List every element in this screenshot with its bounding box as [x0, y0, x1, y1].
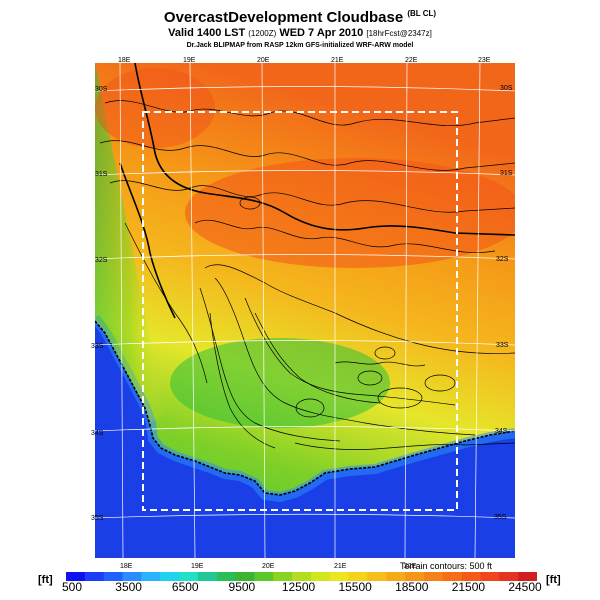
colorbar-swatch [442, 572, 463, 581]
lat-label-left-32s: 32S [95, 257, 108, 264]
lat-label-right-34s: 34S [495, 428, 508, 435]
colorbar-swatch [310, 572, 331, 581]
colorbar-swatch [367, 572, 387, 581]
terrain-contour-note: Terrain contours: 500 ft [400, 561, 493, 571]
inner-domain-box [142, 111, 458, 511]
colorbar-swatch [84, 572, 105, 581]
lat-label-left-34s: 34S [91, 430, 104, 437]
colorbar-swatch [122, 572, 142, 581]
colorbar-unit-right: [ft] [546, 574, 561, 586]
lon-label-bottom-21e: 21E [334, 563, 347, 570]
colorbar-label: 21500 [451, 580, 486, 594]
colorbar-label: 6500 [171, 580, 199, 594]
map-title: OvercastDevelopment Cloudbase (BL CL) [163, 9, 437, 26]
colorbar-swatch [329, 572, 350, 581]
colorbar-swatch [405, 572, 425, 581]
lat-lon-grid [95, 63, 515, 558]
lat-label-left-31s: 31S [95, 171, 108, 178]
colorbar-label: 18500 [395, 580, 429, 594]
model-credit: Dr.Jack BLIPMAP from RASP 12km GFS-initi… [186, 42, 414, 49]
high-cloudbase-area [185, 158, 515, 268]
colorbar-swatch [179, 572, 199, 581]
coastline [95, 320, 515, 496]
colorbar-swatch [197, 572, 218, 581]
lon-label-bottom-20e: 20E [262, 563, 275, 570]
colorbar-swatch [160, 572, 180, 581]
lat-label-right-32s: 32S [496, 256, 509, 263]
lon-label-bottom-18e: 18E [120, 563, 133, 570]
lat-label-right-31s: 31S [500, 170, 513, 177]
lon-label-top-19e: 19E [183, 57, 196, 64]
lat-label-right-33s: 33S [496, 342, 509, 349]
colorbar-label: 24500 [508, 580, 542, 594]
colorbar [66, 572, 537, 581]
lon-label-bottom-22e: 22E [404, 563, 417, 570]
colorbar-swatch [66, 572, 86, 581]
colorbar-swatch [423, 572, 444, 581]
lat-label-right-35s: 35S [494, 514, 507, 521]
lat-label-right-30s: 30S [500, 85, 513, 92]
colorbar-label: 3500 [115, 580, 142, 594]
colorbar-swatch [273, 572, 293, 581]
colorbar-swatch [216, 572, 237, 581]
colorbar-swatch [499, 572, 519, 581]
lat-label-left-35s: 35S [91, 515, 104, 522]
valid-time: Valid 1400 LST (1200Z) WED 7 Apr 2010 [1… [168, 27, 432, 39]
lon-label-top-21e: 21E [331, 57, 344, 64]
colorbar-swatch [480, 572, 500, 581]
colorbar-swatch [386, 572, 406, 581]
colorbar-label: 15500 [338, 580, 372, 594]
lon-label-top-23e: 23E [478, 57, 491, 64]
province-borders [119, 63, 515, 319]
terrain-contours [99, 100, 515, 450]
colorbar-swatch [348, 572, 368, 581]
west-coast-band [95, 63, 165, 423]
lon-label-top-20e: 20E [257, 57, 270, 64]
colorbar-swatch [292, 572, 312, 581]
lat-label-left-30s: 30S [95, 86, 108, 93]
lat-label-left-33s: 33S [91, 343, 104, 350]
colorbar-swatch [103, 572, 124, 581]
colorbar-swatch [141, 572, 161, 581]
lon-label-bottom-19e: 19E [191, 563, 204, 570]
lon-label-top-18e: 18E [118, 57, 131, 64]
high-cloudbase-nw [95, 68, 215, 148]
low-cloudbase-area [170, 338, 390, 428]
colorbar-label: 500 [61, 580, 83, 594]
colorbar-swatch [254, 572, 274, 581]
cloudbase-map [95, 63, 515, 558]
colorbar-swatch [518, 572, 537, 581]
colorbar-unit-left: [ft] [38, 574, 53, 586]
colorbar-swatch [461, 572, 481, 581]
lon-label-top-22e: 22E [405, 57, 418, 64]
colorbar-label: 12500 [281, 580, 316, 594]
colorbar-label: 9500 [228, 580, 256, 594]
colorbar-swatch [235, 572, 255, 581]
